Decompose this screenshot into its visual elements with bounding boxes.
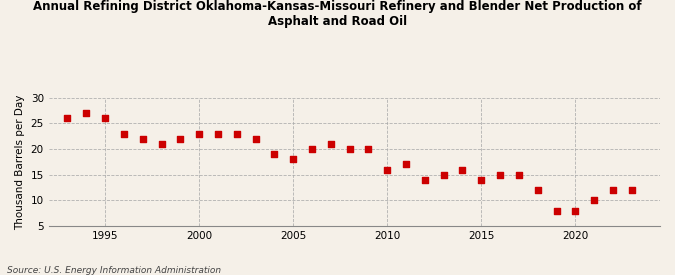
Y-axis label: Thousand Barrels per Day: Thousand Barrels per Day — [15, 94, 25, 230]
Point — [626, 188, 637, 192]
Point — [62, 116, 73, 120]
Point — [570, 208, 580, 213]
Point — [137, 137, 148, 141]
Point — [81, 111, 92, 115]
Text: Annual Refining District Oklahoma-Kansas-Missouri Refinery and Blender Net Produ: Annual Refining District Oklahoma-Kansas… — [33, 0, 642, 28]
Point — [533, 188, 543, 192]
Point — [269, 152, 280, 156]
Point — [419, 178, 430, 182]
Point — [344, 147, 355, 151]
Point — [382, 167, 393, 172]
Point — [589, 198, 599, 202]
Point — [250, 137, 261, 141]
Point — [457, 167, 468, 172]
Point — [175, 137, 186, 141]
Point — [156, 142, 167, 146]
Point — [100, 116, 111, 120]
Point — [438, 172, 449, 177]
Point — [232, 131, 242, 136]
Point — [401, 162, 412, 167]
Point — [325, 142, 336, 146]
Point — [608, 188, 618, 192]
Point — [288, 157, 298, 161]
Point — [551, 208, 562, 213]
Point — [495, 172, 506, 177]
Point — [363, 147, 374, 151]
Point — [213, 131, 223, 136]
Point — [194, 131, 205, 136]
Text: Source: U.S. Energy Information Administration: Source: U.S. Energy Information Administ… — [7, 266, 221, 275]
Point — [476, 178, 487, 182]
Point — [119, 131, 130, 136]
Point — [514, 172, 524, 177]
Point — [306, 147, 317, 151]
